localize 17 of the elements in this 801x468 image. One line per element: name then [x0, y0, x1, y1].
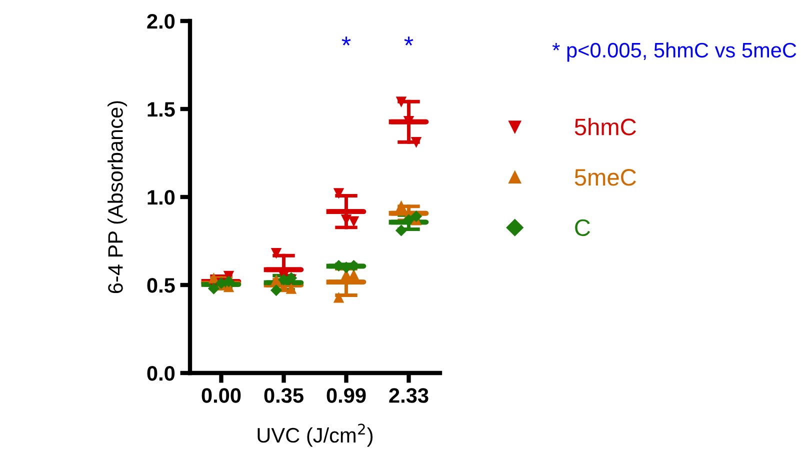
y-tick-label: 0.0 — [147, 366, 175, 381]
x-axis-title: UVC (J/cm$^{2}$) — [258, 424, 373, 447]
annotation: * — [404, 36, 414, 46]
y-tick-label: 1.5 — [148, 102, 175, 117]
y-tick-label: 2.0 — [147, 14, 175, 29]
annotation: * — [342, 36, 351, 46]
legend-label: 5hmC — [574, 118, 636, 136]
x-tick-label: 2.33 — [389, 388, 428, 403]
y-axis-title: 6-4 PP (Absorbance) — [108, 101, 128, 294]
legend-label: C — [575, 219, 590, 236]
x-tick-label: 0.99 — [326, 388, 366, 403]
x-tick-label: 0.00 — [202, 388, 241, 403]
text: * p<0.005, 5hmC vs 5meC — [552, 42, 796, 62]
y-tick-label: 0.5 — [147, 278, 175, 293]
legend-label: 5meC — [574, 169, 636, 186]
y-tick-label: 1.0 — [148, 190, 175, 205]
x-tick-label: 0.35 — [264, 388, 304, 403]
